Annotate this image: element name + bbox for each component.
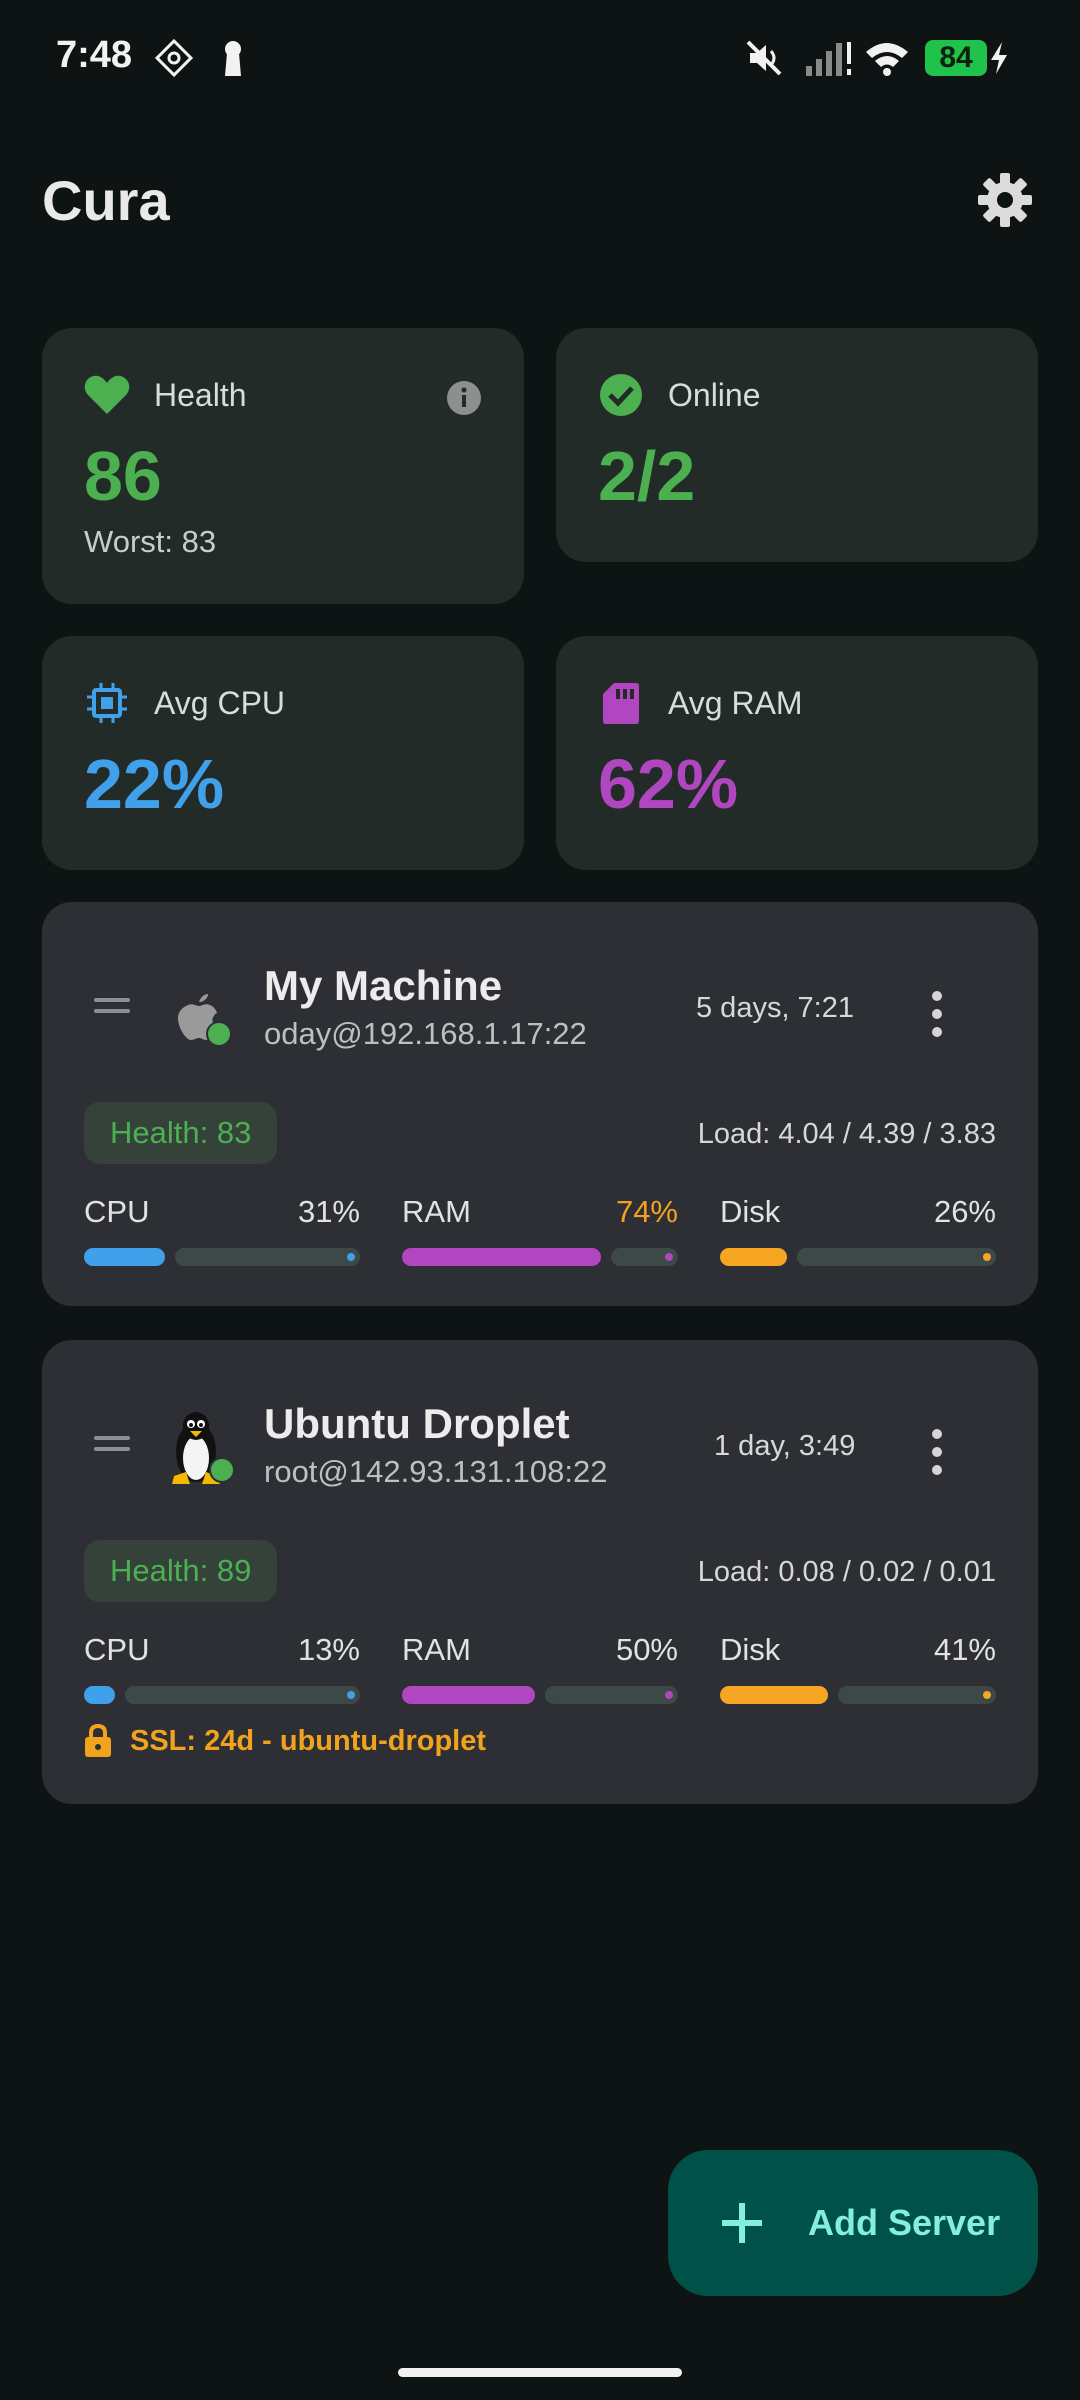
usage-bar <box>402 1686 678 1704</box>
avg-ram-card: Avg RAM 62% <box>556 636 1038 870</box>
online-label: Online <box>668 376 761 413</box>
mute-icon <box>746 40 782 76</box>
signal-icon <box>806 42 851 76</box>
avg-ram-label: Avg RAM <box>668 684 803 721</box>
usage-bar-fill <box>720 1248 787 1266</box>
server-card[interactable]: My Machine oday@192.168.1.17:22 5 days, … <box>42 902 1038 1306</box>
home-indicator[interactable] <box>398 2368 682 2377</box>
sync-icon <box>154 38 194 78</box>
app-title: Cura <box>42 169 170 232</box>
avg-cpu-value: 22% <box>84 745 225 823</box>
server-name: My Machine <box>264 962 503 1009</box>
metric-label: RAM <box>402 1632 471 1667</box>
usage-bar-fill <box>84 1686 115 1704</box>
usage-bar-track <box>611 1248 678 1266</box>
metric-label: CPU <box>84 1632 150 1667</box>
lock-icon <box>85 1724 111 1757</box>
metric-value: 41% <box>933 1632 996 1667</box>
usage-bar <box>84 1686 360 1704</box>
avg-cpu-label: Avg CPU <box>154 684 286 721</box>
health-label: Health <box>154 376 247 413</box>
server-uptime: 5 days, 7:21 <box>696 992 854 1024</box>
linux-penguin-icon <box>172 1412 235 1484</box>
cpu-chip-icon <box>84 680 130 726</box>
metric-value: 31% <box>297 1194 360 1229</box>
health-badge: Health: 89 <box>84 1540 278 1602</box>
status-bar: 7:48 84 <box>0 0 1080 116</box>
usage-bar-track <box>797 1248 996 1266</box>
usage-bar-end-dot <box>983 1253 991 1261</box>
online-card: Online 2/2 <box>556 328 1038 562</box>
metric-label: RAM <box>402 1194 471 1229</box>
usage-bar <box>84 1248 360 1266</box>
metric-value: 50% <box>615 1632 678 1667</box>
health-value: 86 <box>84 437 162 515</box>
ssl-text: SSL: 24d - ubuntu-droplet <box>130 1724 487 1757</box>
server-uptime: 1 day, 3:49 <box>714 1430 856 1462</box>
usage-bar-end-dot <box>665 1253 673 1261</box>
drag-handle-icon[interactable] <box>94 1436 130 1452</box>
usage-bar-fill <box>402 1248 601 1266</box>
metric-value: 26% <box>933 1194 996 1229</box>
server-card[interactable]: Ubuntu Droplet root@142.93.131.108:22 1 … <box>42 1340 1038 1804</box>
server-address: root@142.93.131.108:22 <box>264 1454 608 1489</box>
battery-level: 84 <box>925 40 987 76</box>
usage-bar-end-dot <box>347 1691 355 1699</box>
avg-ram-value: 62% <box>598 745 739 823</box>
heart-icon <box>84 372 130 418</box>
usage-bar <box>720 1686 996 1704</box>
add-server-button[interactable]: Add Server <box>668 2150 1038 2296</box>
metric-label: Disk <box>720 1632 781 1667</box>
gear-icon[interactable] <box>975 170 1035 230</box>
usage-bar-end-dot <box>983 1691 991 1699</box>
info-icon[interactable] <box>446 380 482 416</box>
metric-value: 74% <box>615 1194 678 1229</box>
usage-bar-track <box>175 1248 360 1266</box>
usage-bar-fill <box>720 1686 828 1704</box>
load-average: Load: 4.04 / 4.39 / 3.83 <box>697 1118 996 1150</box>
health-card[interactable]: Health 86 Worst: 83 <box>42 328 524 604</box>
avg-cpu-card: Avg CPU 22% <box>42 636 524 870</box>
wifi-icon <box>866 43 908 76</box>
usage-bar <box>402 1248 678 1266</box>
check-circle-icon <box>598 372 644 418</box>
usage-bar-fill <box>84 1248 165 1266</box>
keyhole-icon <box>225 41 241 76</box>
more-vert-icon[interactable] <box>922 984 952 1044</box>
metric-label: CPU <box>84 1194 150 1229</box>
usage-bar <box>720 1248 996 1266</box>
usage-bar-end-dot <box>665 1691 673 1699</box>
add-server-label: Add Server <box>808 2202 1001 2243</box>
load-average: Load: 0.08 / 0.02 / 0.01 <box>697 1556 996 1588</box>
server-name: Ubuntu Droplet <box>264 1400 570 1447</box>
server-address: oday@192.168.1.17:22 <box>264 1016 587 1051</box>
ssl-status: SSL: 24d - ubuntu-droplet <box>84 1724 486 1758</box>
usage-bar-end-dot <box>347 1253 355 1261</box>
usage-bar-track <box>125 1686 360 1704</box>
usage-bar-fill <box>402 1686 535 1704</box>
charging-icon <box>991 42 1007 74</box>
health-worst: Worst: 83 <box>84 524 217 559</box>
health-badge: Health: 83 <box>84 1102 278 1164</box>
usage-bar-track <box>838 1686 996 1704</box>
usage-bar-track <box>545 1686 678 1704</box>
apple-icon <box>178 994 232 1047</box>
plus-icon <box>722 2203 762 2243</box>
metric-label: Disk <box>720 1194 781 1229</box>
status-time: 7:48 <box>56 34 133 76</box>
drag-handle-icon[interactable] <box>94 998 130 1014</box>
online-value: 2/2 <box>598 437 696 515</box>
more-vert-icon[interactable] <box>922 1422 952 1482</box>
metric-value: 13% <box>297 1632 360 1667</box>
memory-card-icon <box>598 680 644 726</box>
